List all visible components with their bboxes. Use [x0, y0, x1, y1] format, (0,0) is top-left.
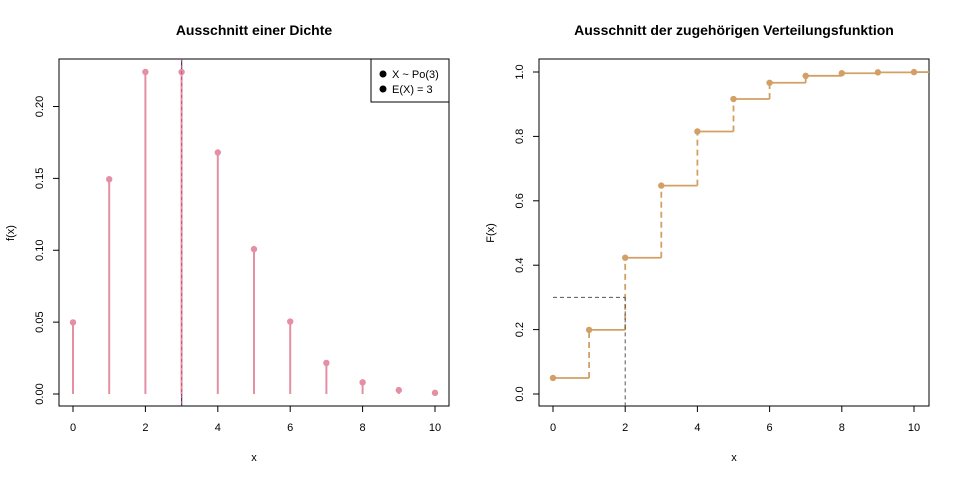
y-tick-label: 0.6	[514, 193, 526, 208]
step-point	[730, 95, 737, 103]
y-tick-label: 0.4	[514, 258, 526, 273]
density-x-label: x	[251, 452, 257, 464]
step-point	[658, 182, 665, 189]
y-tick-label: 1.0	[514, 64, 526, 79]
x-tick-label: 10	[908, 422, 920, 434]
stem-point	[395, 386, 402, 394]
density-marks	[69, 59, 439, 406]
cdf-y-axis: 0.0 0.2 0.4 0.6 0.8 1.0	[514, 64, 539, 402]
step-point	[622, 254, 629, 261]
x-tick-label: 6	[287, 422, 293, 434]
legend-label-distribution: X ~ Po(3)	[392, 69, 439, 81]
y-tick-label: 0.20	[34, 96, 46, 117]
cdf-plot-frame	[538, 58, 930, 407]
x-tick-label: 0	[550, 422, 556, 434]
density-legend: X ~ Po(3) E(X) = 3	[370, 58, 450, 103]
x-tick-label: 8	[839, 422, 845, 434]
stem-point	[69, 319, 77, 326]
cdf-x-label: x	[731, 452, 737, 464]
stem-point	[250, 245, 258, 253]
step-point	[585, 326, 593, 334]
y-tick-label: 0.0	[514, 386, 526, 401]
stem-point	[323, 359, 330, 367]
x-tick-label: 8	[360, 422, 366, 434]
cdf-marks	[549, 68, 929, 406]
step-point	[874, 69, 882, 76]
legend-box	[370, 58, 450, 103]
y-tick-label: 0.2	[514, 322, 526, 337]
x-tick-label: 6	[767, 422, 773, 434]
stem-point	[106, 176, 113, 183]
cdf-y-label: F(x)	[485, 223, 497, 243]
cdf-title: Ausschnitt der zugehörigen Verteilungsfu…	[574, 22, 894, 38]
density-plot-frame	[58, 58, 450, 407]
stem-point	[431, 389, 439, 397]
y-tick-label: 0.00	[34, 383, 46, 404]
cdf-panel: Ausschnitt der zugehörigen Verteilungsfu…	[485, 22, 930, 464]
x-tick-label: 2	[142, 422, 148, 434]
legend-label-expectation: E(X) = 3	[392, 84, 433, 96]
x-tick-label: 4	[215, 422, 221, 434]
stem-point	[142, 68, 149, 76]
legend-marker-distribution	[379, 70, 387, 78]
stem-point	[287, 318, 294, 325]
stem-point	[359, 379, 366, 386]
x-tick-label: 0	[70, 422, 76, 434]
density-x-axis: 0 2 4 6 8 10	[70, 406, 441, 434]
y-tick-label: 0.15	[34, 168, 46, 189]
step-point	[694, 128, 701, 135]
x-tick-label: 4	[694, 422, 700, 434]
step-point	[549, 374, 557, 382]
density-y-label: f(x)	[5, 225, 17, 241]
y-tick-label: 0.05	[34, 311, 46, 332]
step-point	[910, 68, 918, 76]
cdf-x-axis: 0 2 4 6 8 10	[550, 406, 920, 434]
step-point	[802, 72, 809, 80]
x-tick-label: 2	[622, 422, 628, 434]
step-point	[766, 79, 773, 86]
stem-point	[214, 149, 221, 156]
density-title: Ausschnitt einer Dichte	[176, 22, 333, 38]
step-point	[838, 70, 845, 77]
y-tick-label: 0.10	[34, 240, 46, 261]
density-panel: Ausschnitt einer Dichte 0 2 4 6 8 10 0.00 0.05…	[5, 22, 450, 464]
x-tick-label: 10	[429, 422, 441, 434]
y-tick-label: 0.8	[514, 129, 526, 144]
legend-marker-expectation	[379, 85, 387, 93]
density-y-axis: 0.00 0.05 0.10 0.15 0.20	[34, 96, 59, 405]
